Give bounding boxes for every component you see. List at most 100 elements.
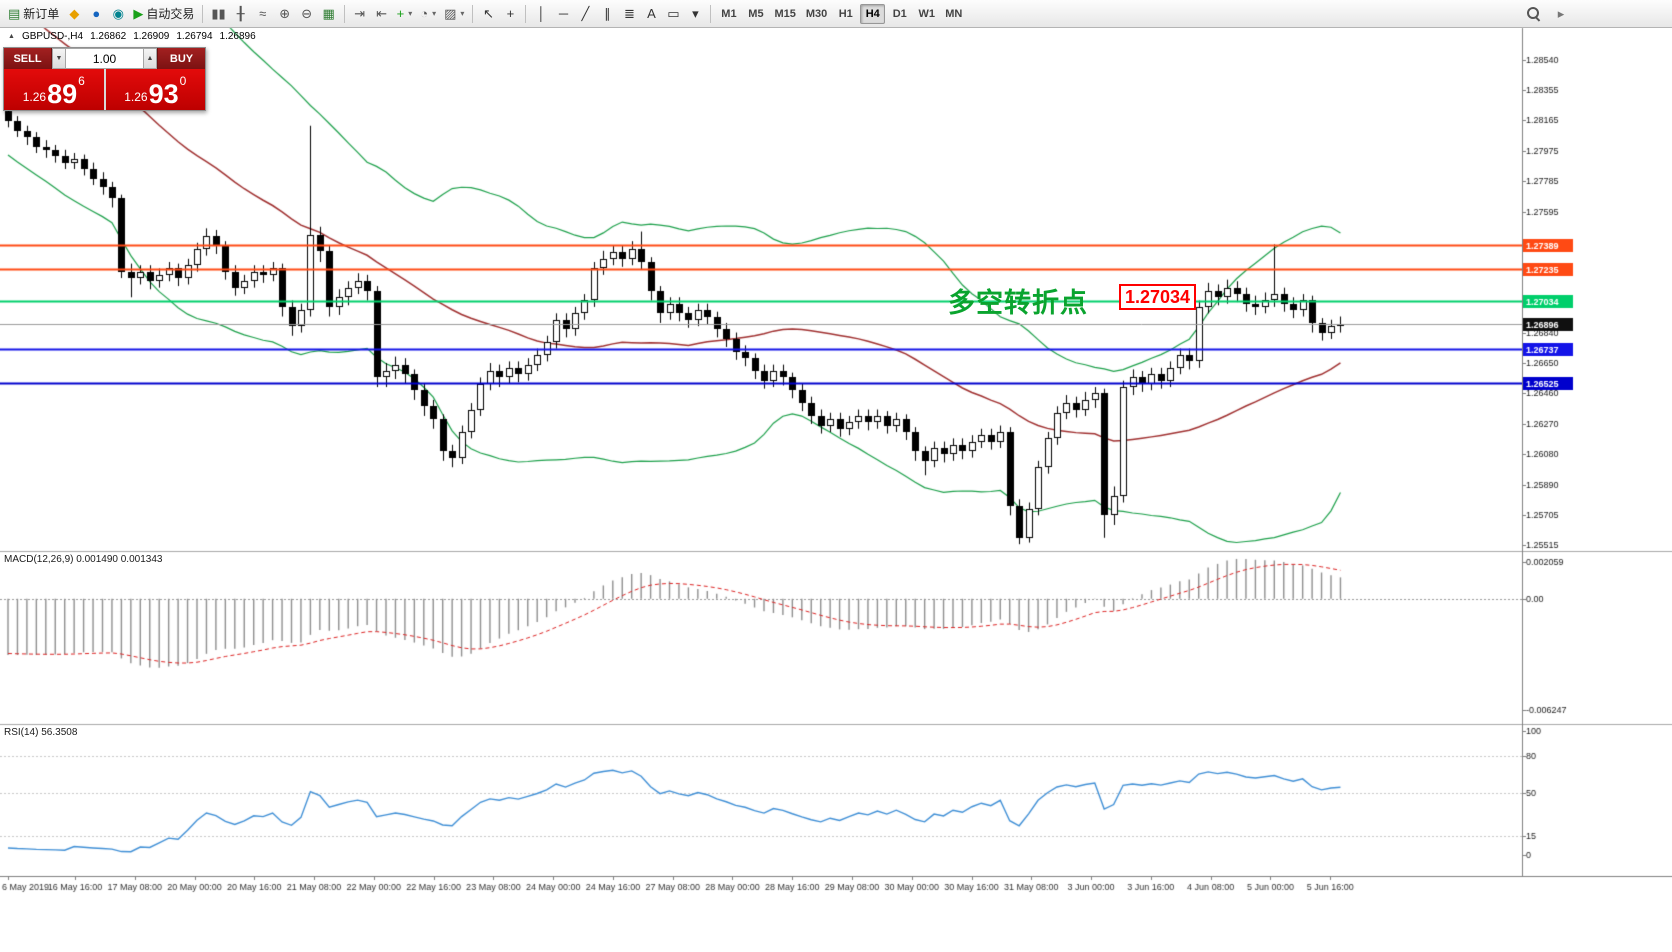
candlestick-chart-icon: ╂ <box>236 6 245 21</box>
sell-button[interactable]: SELL <box>4 48 52 69</box>
market-watch-icon: ● <box>92 6 101 21</box>
fibonacci-button[interactable]: ≣ <box>618 3 640 25</box>
ohlc-high: 1.26909 <box>133 31 170 42</box>
bar-chart-button[interactable]: ▮▮ <box>207 3 229 25</box>
timeframe-m5-button[interactable]: M5 <box>748 7 764 20</box>
data-window-button[interactable]: ◉ <box>107 3 129 25</box>
bar-chart-icon: ▮▮ <box>211 6 226 21</box>
symbol-label: GBPUSD-,H4 <box>21 31 84 42</box>
auto-scroll-icon: ⇥ <box>354 6 366 21</box>
crosshair-icon: + <box>506 6 515 21</box>
trendline-icon: ╱ <box>581 6 590 21</box>
volume-input[interactable] <box>66 48 143 69</box>
sell-price-pip: 6 <box>78 74 85 88</box>
search-icon <box>1526 7 1540 20</box>
text-button[interactable]: A <box>640 3 662 25</box>
line-chart-button[interactable]: ≈ <box>252 3 274 25</box>
timeframe-m1-button[interactable]: M1 <box>721 7 737 20</box>
volume-decrease-button[interactable]: ▼ <box>52 48 66 69</box>
buy-price-panel[interactable]: 1.26 93 0 <box>105 69 205 110</box>
buy-price-big: 93 <box>148 79 179 110</box>
toolbar-separator <box>710 4 712 23</box>
arrows-icon: ▭ <box>667 6 680 21</box>
buy-button[interactable]: BUY <box>157 48 205 69</box>
chart-shift-button[interactable]: ⇤ <box>371 3 393 25</box>
indicators-button[interactable]: + ▾ <box>393 3 417 25</box>
data-window-icon: ◉ <box>112 6 124 21</box>
new-order-button[interactable]: ▤ 新订单 <box>4 3 63 25</box>
zoom-in-button[interactable]: ⊕ <box>274 3 296 25</box>
candlestick-chart-button[interactable]: ╂ <box>230 3 252 25</box>
market-watch-button[interactable]: ● <box>85 3 107 25</box>
buy-price-prefix: 1.26 <box>124 90 148 104</box>
autotrading-icon: ▶ <box>133 6 144 21</box>
pin-icon: ▸ <box>1557 6 1565 21</box>
trendline-button[interactable]: ╱ <box>574 3 596 25</box>
timeframe-d1-button[interactable]: D1 <box>892 7 907 20</box>
shapes-icon: ▾ <box>692 6 699 21</box>
symbol-info: ▲ GBPUSD-,H4 1.26862 1.26909 1.26794 1.2… <box>8 31 256 42</box>
sell-price-panel[interactable]: 1.26 89 6 <box>4 69 104 110</box>
annotation-price-box[interactable]: 1.27034 <box>1119 284 1197 310</box>
templates-icon: ▨ <box>444 6 457 21</box>
annotation-text[interactable]: 多空转折点 <box>948 288 1088 318</box>
ohlc-low: 1.26794 <box>176 31 213 42</box>
line-chart-icon: ≈ <box>259 6 267 21</box>
timeframe-m15-button[interactable]: M15 <box>774 7 796 20</box>
buy-price-pip: 0 <box>179 74 187 88</box>
ohlc-close: 1.26896 <box>219 31 256 42</box>
timeframe-m30-button[interactable]: M30 <box>805 7 828 20</box>
tile-windows-button[interactable]: ▦ <box>318 3 340 25</box>
volume-increase-button[interactable]: ▲ <box>143 48 157 69</box>
horizontal-line-button[interactable]: ─ <box>552 3 574 25</box>
rsi-indicator-label: RSI(14) 56.3508 <box>4 727 78 738</box>
timeframe-h4-button[interactable]: H4 <box>860 3 886 24</box>
chart-profile-icon: ◆ <box>69 6 80 21</box>
timeframe-mn-button[interactable]: MN <box>945 7 963 20</box>
zoom-out-button[interactable]: ⊖ <box>296 3 318 25</box>
text-icon: A <box>647 6 656 21</box>
auto-scroll-button[interactable]: ⇥ <box>349 3 371 25</box>
toolbar-right-group: ▸ <box>1522 3 1572 25</box>
templates-dropdown-icon[interactable]: ▾ <box>460 9 465 18</box>
equidistant-channel-button[interactable]: ∥ <box>596 3 618 25</box>
zoom-in-icon: ⊕ <box>279 6 291 21</box>
toolbar-separator <box>343 4 345 23</box>
arrows-button[interactable]: ▭ <box>662 3 684 25</box>
tile-windows-icon: ▦ <box>322 6 335 21</box>
autotrading-button[interactable]: ▶ 自动交易 <box>129 3 198 25</box>
periods-button[interactable]: ◔ ▾ <box>416 3 440 25</box>
sell-price-prefix: 1.26 <box>22 90 47 104</box>
autotrading-label: 自动交易 <box>146 7 195 21</box>
cursor-button[interactable]: ↖ <box>477 3 499 25</box>
indicators-dropdown-icon[interactable]: ▾ <box>408 9 413 18</box>
periods-dropdown-icon[interactable]: ▾ <box>432 9 437 18</box>
equidistant-channel-icon: ∥ <box>604 6 611 21</box>
ohlc-open: 1.26862 <box>90 31 127 42</box>
timeframe-w1-button[interactable]: W1 <box>918 7 936 20</box>
pin-button[interactable]: ▸ <box>1550 3 1572 25</box>
templates-button[interactable]: ▨ ▾ <box>440 3 468 25</box>
vertical-line-icon: │ <box>537 6 546 21</box>
chart-profile-button[interactable]: ◆ <box>63 3 85 25</box>
search-button[interactable] <box>1522 3 1544 25</box>
timeframe-h1-button[interactable]: H1 <box>838 7 853 20</box>
symbol-marker-icon: ▲ <box>8 33 15 40</box>
shapes-button[interactable]: ▾ <box>684 3 706 25</box>
toolbar-separator <box>525 4 527 23</box>
periods-icon: ◔ <box>420 6 429 21</box>
fibonacci-icon: ≣ <box>623 6 635 21</box>
vertical-line-button[interactable]: │ <box>530 3 552 25</box>
crosshair-button[interactable]: + <box>499 3 521 25</box>
toolbar-separator <box>202 4 204 23</box>
toolbar: ▤ 新订单 ◆ ● ◉ ▶ 自动交易 ▮▮ ╂ ≈ ⊕ ⊖ ▦ ⇥ ⇤ + ▾ ◔ ▾ ▨ ▾ ↖ + │ ─ ╱ ∥ ≣ A ▭ ▾ M1 M… <box>0 0 1672 28</box>
cursor-icon: ↖ <box>482 6 494 21</box>
new-order-label: 新订单 <box>23 7 60 21</box>
chart-shift-icon: ⇤ <box>376 6 388 21</box>
toolbar-separator <box>472 4 474 23</box>
sell-price-big: 89 <box>47 79 78 110</box>
macd-indicator-label: MACD(12,26,9) 0.001490 0.001343 <box>4 554 163 565</box>
